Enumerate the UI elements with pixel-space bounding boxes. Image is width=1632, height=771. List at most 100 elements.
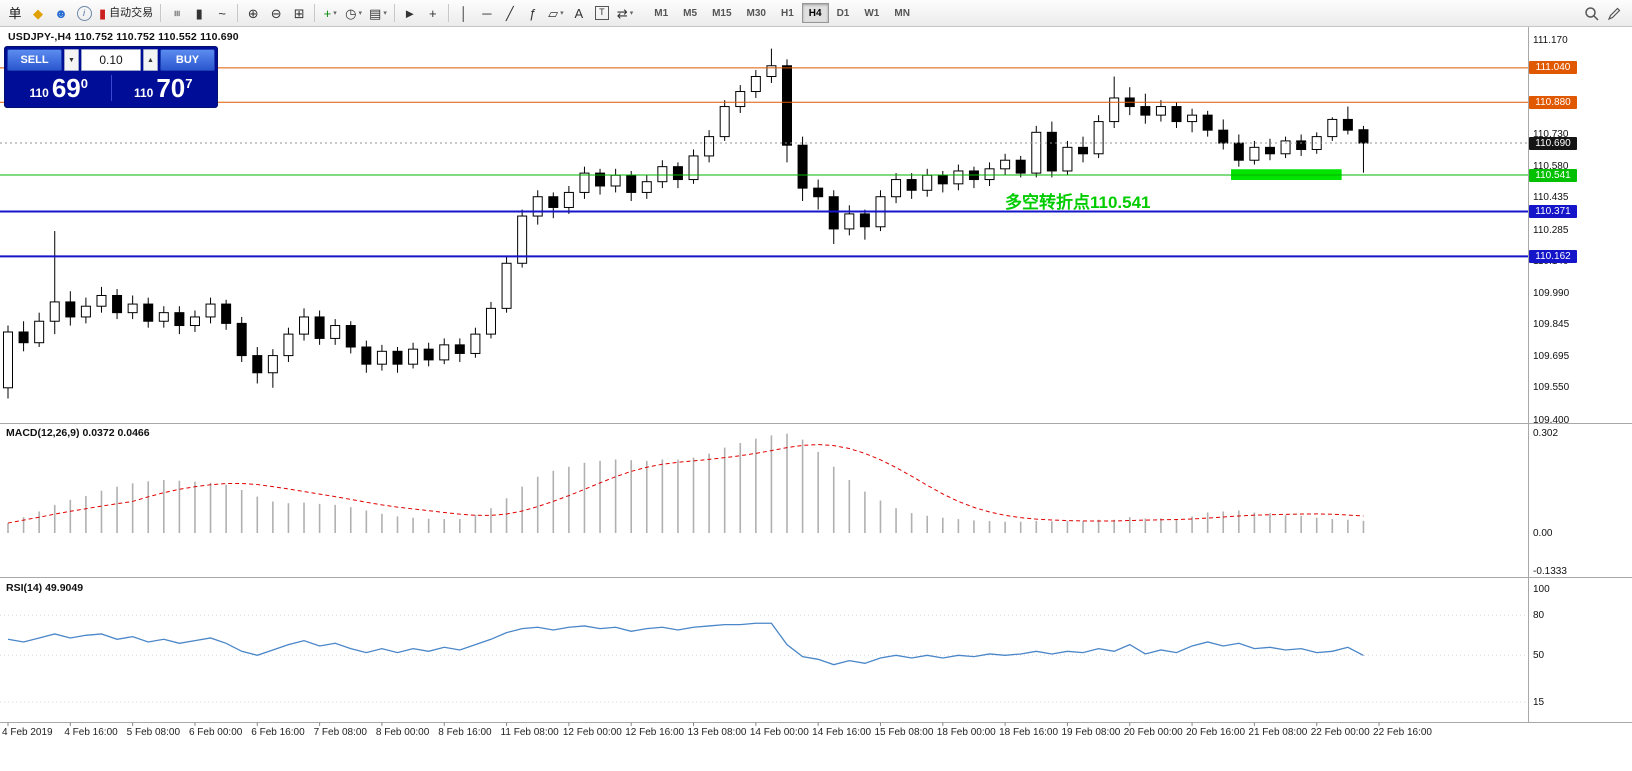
price-axis-label: 110.580 (1533, 161, 1569, 173)
candle (1155, 100, 1166, 122)
cursor-button[interactable]: ► (399, 2, 421, 24)
text-label-button[interactable]: T (591, 2, 613, 24)
price-badge-110.541: 110.541 (1529, 168, 1577, 182)
info-icon-button[interactable]: i (73, 2, 95, 24)
arrows-button[interactable]: ⇄ ▾ (614, 2, 636, 24)
cursor-icon: ► (403, 5, 417, 21)
trendline-button[interactable]: ╱ (499, 2, 521, 24)
timeframe-MN[interactable]: MN (887, 3, 917, 23)
toolbar-separator (237, 4, 239, 22)
toolbar-items: 单 ◆ ☻ i ▮ 自动交易 ≡ ▮ ~ ⊕ ⊖ ⊞ + ▾ ◷ ▾ ▤ ▾ ► + │ ─ ╱ ƒ ▱ ▾ A T ⇄ ▾ (4, 2, 636, 24)
candle (1171, 102, 1182, 129)
time-axis-label: 18 Feb 00:00 (936, 727, 996, 738)
candle (626, 170, 637, 202)
candle (96, 286, 107, 313)
toolbar: 单 ◆ ☻ i ▮ 自动交易 ≡ ▮ ~ ⊕ ⊖ ⊞ + ▾ ◷ ▾ ▤ ▾ ► + │ ─ ╱ ƒ ▱ ▾ A T ⇄ ▾ M1 M5 M1… (0, 0, 1632, 27)
timeframe-M15[interactable]: M15 (705, 3, 738, 23)
vertical-line-icon: │ (459, 5, 468, 21)
candle (813, 179, 824, 210)
time-axis-label: 6 Feb 16:00 (251, 727, 305, 738)
shapes-button[interactable]: ▱ ▾ (545, 2, 567, 24)
sell-button[interactable]: SELL (7, 49, 62, 71)
timeframe-H4[interactable]: H4 (801, 3, 829, 23)
candle (937, 170, 948, 193)
trendline-icon: ╱ (505, 5, 514, 21)
rsi-axis-label: 50 (1533, 650, 1545, 662)
lot-decrease-button[interactable]: ▼ (64, 49, 79, 71)
timeframe-M5[interactable]: M5 (676, 3, 704, 23)
candle (267, 349, 278, 388)
price-axis-label: 109.695 (1533, 351, 1570, 363)
candle (517, 209, 528, 268)
lot-increase-button[interactable]: ▲ (143, 49, 158, 71)
candle (641, 175, 652, 199)
candle (408, 342, 419, 369)
time-axis-label: 4 Feb 16:00 (64, 727, 118, 738)
candle (80, 297, 91, 324)
candle (1140, 93, 1151, 124)
text-label-icon: T (594, 6, 609, 20)
line-chart-mode-button[interactable]: ~ (211, 2, 233, 24)
buy-button[interactable]: BUY (160, 49, 215, 71)
candle (859, 209, 870, 240)
rsi-line (7, 622, 1364, 666)
candle-chart-mode-button[interactable]: ▮ (188, 2, 210, 24)
candle (65, 291, 76, 326)
periods-button[interactable]: ◷ ▾ (342, 2, 365, 24)
candle (470, 327, 481, 358)
crosshair-button[interactable]: + (422, 2, 444, 24)
zoom-out-button[interactable]: ⊖ (265, 2, 287, 24)
tile-windows-button[interactable]: ⊞ (288, 2, 310, 24)
fibonacci-icon: ƒ (529, 5, 537, 21)
deposit-icon-button[interactable]: ◆ (27, 2, 49, 24)
macd-signal-line (7, 444, 1364, 524)
chevron-down-icon: ▾ (333, 9, 337, 17)
price-badge-110.371: 110.371 (1529, 205, 1577, 219)
candle (127, 295, 138, 320)
timeframe-M1[interactable]: M1 (647, 3, 675, 23)
vertical-line-button[interactable]: │ (453, 2, 475, 24)
timeframe-H1[interactable]: H1 (774, 3, 801, 23)
indicators-button[interactable]: + ▾ (319, 2, 341, 24)
text-button[interactable]: A (568, 2, 590, 24)
price-axis-label: 109.550 (1533, 382, 1570, 394)
ask-price[interactable]: 110 707 (112, 75, 216, 102)
pencil-icon[interactable] (1607, 6, 1622, 21)
zoom-in-button[interactable]: ⊕ (242, 2, 264, 24)
search-icon[interactable] (1584, 6, 1599, 21)
bar-chart-mode-button[interactable]: ≡ (165, 2, 187, 24)
autotrade-button-button[interactable]: ▮ 自动交易 (96, 2, 156, 24)
toolbar-right (1584, 6, 1628, 21)
templates-button[interactable]: ▤ ▾ (366, 2, 390, 24)
candle (828, 190, 839, 244)
timeframe-D1[interactable]: D1 (830, 3, 857, 23)
ask-big-digits: 70 (156, 72, 186, 103)
bid-big-digits: 69 (51, 72, 81, 103)
time-axis-label: 14 Feb 00:00 (749, 727, 809, 738)
new-order-button[interactable]: 单 (4, 2, 26, 24)
accounts-icon-button[interactable]: ☻ (50, 2, 72, 24)
price-axis-label: 109.990 (1533, 287, 1570, 299)
candle (1358, 125, 1369, 173)
price-axis-label: 109.845 (1533, 318, 1570, 330)
candle (844, 205, 855, 236)
bid-price[interactable]: 110 690 (7, 75, 111, 102)
time-axis-label: 20 Feb 16:00 (1186, 727, 1246, 738)
timeframe-W1[interactable]: W1 (857, 3, 886, 23)
candle (563, 185, 574, 214)
fibonacci-button[interactable]: ƒ (522, 2, 544, 24)
lot-size-input[interactable] (81, 49, 141, 71)
timeframe-M30[interactable]: M30 (740, 3, 773, 23)
candle (610, 168, 621, 193)
price-badge-110.690: 110.690 (1529, 136, 1577, 150)
shapes-icon: ▱ (548, 5, 559, 21)
horizontal-line-button[interactable]: ─ (476, 2, 498, 24)
horizontal-line-icon: ─ (482, 5, 492, 21)
candle (174, 306, 185, 335)
candle (1109, 76, 1120, 129)
macd-axis-label: 0.302 (1533, 428, 1559, 440)
candle (34, 312, 45, 348)
chart-ohlc-header: USDJPY-,H4 110.752 110.752 110.552 110.6… (8, 31, 239, 43)
